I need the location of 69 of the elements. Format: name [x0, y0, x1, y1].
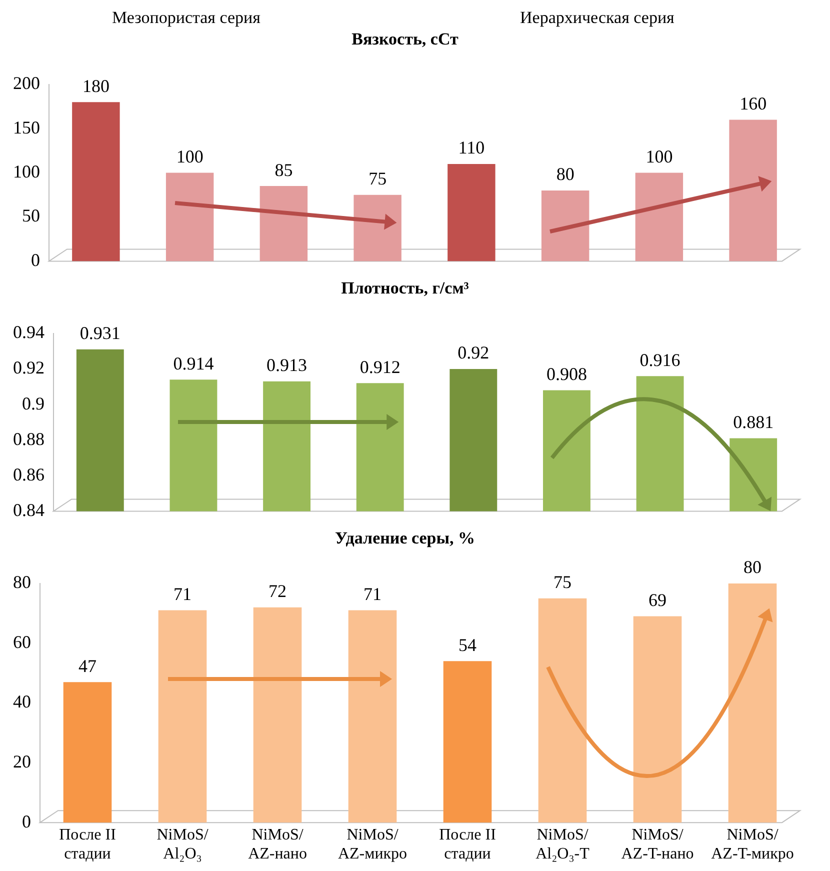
y-tick-label: 80 [13, 572, 31, 592]
y-tick-label: 0.84 [13, 500, 44, 520]
data-label: 180 [82, 76, 110, 96]
y-tick-label: 40 [13, 692, 31, 712]
bar [63, 682, 112, 823]
data-label: 71 [174, 584, 192, 604]
bar [633, 616, 682, 823]
y-tick-label: 0.9 [22, 393, 44, 414]
x-tick-label: После II стадии [439, 826, 496, 863]
bar [354, 194, 402, 262]
data-label: 0.913 [266, 355, 308, 376]
bar [260, 186, 308, 262]
text: Иерархическая серия [520, 8, 674, 28]
bar [728, 583, 777, 823]
data-label: 110 [458, 138, 485, 158]
data-label: 85 [274, 160, 293, 180]
data-label: 80 [556, 164, 574, 184]
x-tick-label: NiMoS/ Al₂O₃ [156, 826, 209, 863]
x-tick-label: NiMoS/ AZ-T-микро [711, 826, 794, 863]
x-tick-label: NiMoS/ AZ-T-нано [621, 826, 694, 863]
bar [729, 120, 777, 262]
bar [348, 610, 397, 823]
data-label: 160 [740, 93, 767, 114]
bar [541, 190, 590, 262]
data-label: 54 [458, 634, 476, 655]
y-tick-label: 100 [13, 162, 40, 182]
chart-title: Вязкость, сСт [352, 30, 460, 49]
x-tick-label: NiMoS/ Al₂O₃-T [536, 826, 590, 863]
y-tick-label: 0.92 [13, 358, 44, 378]
data-label: 71 [364, 584, 382, 604]
chart-title: Удаление серы, % [334, 528, 476, 548]
y-tick-label: 0.94 [13, 322, 44, 342]
bar [448, 164, 496, 262]
data-label: 100 [176, 146, 204, 167]
y-tick-label: 20 [13, 752, 31, 772]
x-tick-label: NiMoS/ AZ-микро [338, 826, 408, 863]
bar [538, 598, 587, 823]
y-tick-label: 60 [13, 632, 31, 652]
data-label: 69 [648, 590, 666, 610]
data-label: 0.914 [173, 353, 214, 374]
bar [253, 607, 302, 823]
bar [443, 661, 492, 823]
data-label: 72 [268, 581, 286, 602]
bar [72, 102, 120, 262]
data-label: 100 [646, 146, 673, 167]
data-label: 0.92 [458, 342, 490, 363]
bar [635, 172, 684, 262]
y-tick-label: 0.86 [13, 464, 44, 484]
data-label: 75 [368, 168, 387, 189]
y-tick-label: 150 [13, 117, 40, 138]
y-tick-label: 200 [13, 73, 40, 94]
bar [166, 172, 214, 262]
data-label: 0.881 [733, 412, 774, 432]
data-label: 0.908 [546, 364, 587, 384]
chart-title: Плотность, г/см³ [341, 278, 469, 298]
data-label: 0.931 [80, 323, 120, 344]
y-tick-label: 0 [31, 250, 40, 270]
data-label: 0.912 [360, 356, 400, 377]
y-tick-label: 50 [22, 206, 40, 226]
data-label: 47 [78, 656, 96, 676]
bar [158, 610, 207, 823]
data-label: 0.916 [640, 350, 680, 370]
x-tick-label: NiMoS/ AZ-нано [248, 826, 307, 863]
y-tick-label: 0.88 [13, 428, 44, 449]
y-tick-label: 0 [22, 811, 31, 832]
data-label: 80 [744, 557, 762, 578]
x-tick-label: После II стадии [59, 826, 116, 863]
text: Мезопористая серия [112, 8, 260, 28]
data-label: 75 [554, 572, 572, 592]
